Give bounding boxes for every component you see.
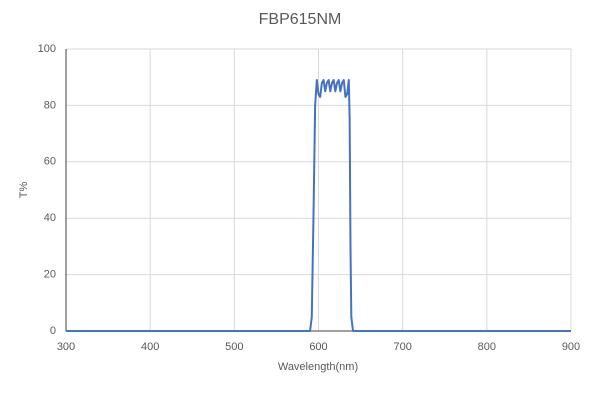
y-axis-label: T%	[18, 182, 30, 199]
x-tick-label: 300	[57, 341, 75, 353]
y-tick-label: 40	[44, 212, 56, 224]
chart-title: FBP615NM	[259, 11, 342, 28]
x-axis-label: Wavelength(nm)	[278, 361, 358, 373]
y-tick-label: 20	[44, 269, 56, 281]
x-tick-label: 500	[225, 341, 243, 353]
data-line	[66, 79, 571, 332]
x-tick-label: 900	[562, 341, 580, 353]
x-tick-label: 700	[393, 341, 411, 353]
x-tick-label: 800	[478, 341, 496, 353]
x-tick-label: 600	[309, 341, 327, 353]
y-tick-label: 60	[44, 156, 56, 168]
x-tick-label: 400	[141, 341, 159, 353]
y-tick-label: 80	[44, 99, 56, 111]
y-tick-label: 100	[38, 43, 56, 55]
y-tick-label: 0	[50, 325, 56, 337]
